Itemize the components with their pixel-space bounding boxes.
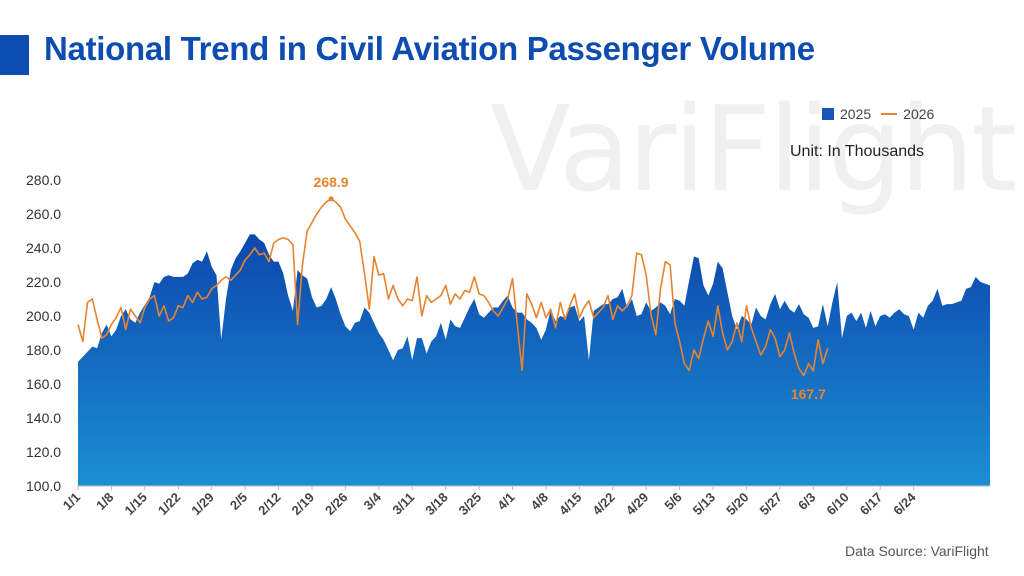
x-tick-label: 2/12: [255, 490, 284, 519]
x-tick-label: 1/15: [121, 490, 150, 519]
x-tick-label: 3/11: [389, 490, 417, 518]
x-tick-label: 2/5: [227, 490, 250, 513]
x-tick-label: 6/10: [823, 490, 852, 519]
data-source: Data Source: VariFlight: [845, 543, 989, 559]
x-tick-label: 2/19: [289, 490, 318, 519]
series-2025-area: [78, 234, 990, 486]
y-tick-label: 140.0: [26, 410, 61, 426]
legend-label-2025: 2025: [840, 106, 872, 122]
y-tick-label: 100.0: [26, 478, 61, 494]
x-tick-label: 1/8: [93, 490, 116, 513]
x-tick-label: 6/24: [890, 489, 919, 518]
y-tick-label: 180.0: [26, 342, 61, 358]
x-tick-label: 3/4: [361, 489, 385, 513]
x-tick-label: 4/1: [494, 490, 517, 513]
x-tick-label: 5/6: [661, 490, 684, 513]
x-tick-label: 3/18: [422, 490, 451, 519]
x-tick-label: 2/26: [322, 490, 351, 519]
x-tick-label: 5/13: [690, 490, 719, 519]
x-tick-label: 6/17: [857, 490, 886, 519]
y-tick-label: 240.0: [26, 240, 61, 256]
x-tick-label: 4/29: [623, 490, 652, 519]
page-title: National Trend in Civil Aviation Passeng…: [44, 30, 815, 67]
y-tick-label: 260.0: [26, 206, 61, 222]
y-tick-label: 280.0: [26, 172, 61, 188]
x-tick-label: 4/15: [556, 490, 585, 519]
unit-label: Unit: In Thousands: [790, 143, 925, 160]
title-accent-bar: [0, 35, 29, 75]
x-tick-label: 4/8: [528, 490, 551, 513]
y-tick-label: 220.0: [26, 274, 61, 290]
legend-swatch-2025: [822, 108, 834, 120]
x-tick-label: 4/22: [589, 490, 618, 519]
y-tick-label: 200.0: [26, 308, 61, 324]
x-tick-label: 3/25: [456, 490, 485, 519]
peak-marker: [328, 196, 334, 202]
series-2026-line: [77, 198, 829, 377]
legend: 2025 2026: [822, 106, 934, 122]
legend-swatch-2026: [881, 113, 898, 115]
x-tick-label: 5/27: [757, 490, 786, 519]
peak-annotation: 268.9: [314, 174, 349, 190]
y-tick-label: 160.0: [26, 376, 61, 392]
low-annotation: 167.7: [791, 386, 826, 402]
x-tick-label: 1/1: [60, 490, 83, 513]
x-tick-label: 1/22: [155, 490, 184, 519]
x-tick-label: 5/20: [723, 490, 752, 519]
y-tick-label: 120.0: [26, 444, 61, 460]
legend-label-2026: 2026: [903, 106, 935, 122]
x-tick-label: 6/3: [795, 490, 818, 513]
x-tick-label: 1/29: [188, 490, 217, 519]
